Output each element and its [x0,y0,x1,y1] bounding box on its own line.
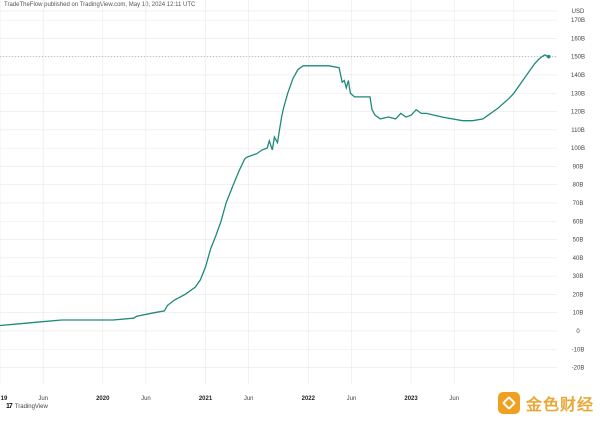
y-tick-label: 80B [573,183,584,189]
y-tick-label: 10B [573,311,584,317]
x-tick-label: 19 [1,396,8,402]
watermark-text: 金色财经 [525,397,594,414]
x-tick-label: Jun [347,396,357,402]
y-tick-label: -10B [572,347,585,353]
y-tick-label: USD [572,9,585,15]
y-tick-label: 140B [571,73,585,79]
y-tick-label: -20B [572,366,585,372]
x-tick-label: Jun [449,396,459,402]
y-tick-label: 50B [573,238,584,244]
y-tick-label: 60B [573,219,584,225]
y-tick-label: 30B [573,274,584,280]
x-tick-label: 2022 [302,396,316,402]
y-tick-label: 0 [576,329,580,335]
x-tick-label: Jun [244,396,254,402]
y-tick-label: 170B [571,18,585,24]
x-axis-labels: 19Jun2020Jun2021Jun2022Jun2023Jun20 [1,396,518,402]
tradingview-logo-icon: 17 [6,403,13,410]
x-tick-label: Jun [141,396,151,402]
y-axis-labels: USD 170B 160B 150B 140B 130B 120B 110B 100B 90B 80… [571,9,585,372]
x-tick-label: Jun [38,396,48,402]
brand[interactable]: 17 TradingView [6,403,48,410]
y-tick-label: 120B [571,110,585,116]
y-tick-label: 130B [571,91,585,97]
x-tick-label: 2021 [199,396,213,402]
grid [0,0,557,384]
y-tick-label: 20B [573,292,584,298]
y-tick-label: 110B [571,128,585,134]
y-tick-label: 100B [571,146,585,152]
y-tick-label: 160B [571,36,585,42]
x-tick-label: 2020 [96,396,110,402]
publisher-caption: TradeTheFlow published on TradingView.co… [4,2,196,8]
y-tick-label: 150B [571,55,585,61]
y-tick-label: 40B [573,256,584,262]
brand-name: TradingView [14,403,48,410]
last-value-marker [546,54,551,59]
y-tick-label: 90B [573,164,584,170]
y-tick-label: 70B [573,201,584,207]
series-line [0,54,550,327]
watermark-logo-icon [497,392,520,414]
x-tick-label: 2023 [404,396,418,402]
watermark: 金色财经 [497,391,594,415]
